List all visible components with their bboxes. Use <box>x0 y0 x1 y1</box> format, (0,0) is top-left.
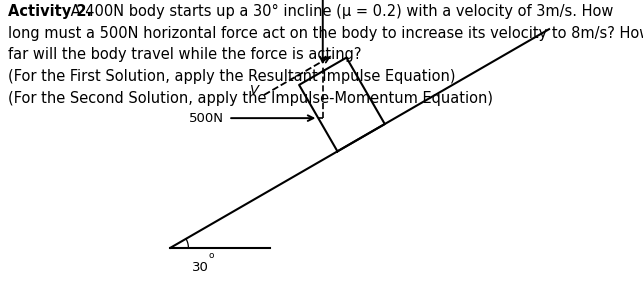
Text: o: o <box>208 251 214 260</box>
Text: 500N: 500N <box>189 112 224 125</box>
Text: Activity 2.: Activity 2. <box>8 4 93 19</box>
Text: (For the Second Solution, apply the Impulse-Momentum Equation): (For the Second Solution, apply the Impu… <box>8 91 493 106</box>
Text: (For the First Solution, apply the Resultant Impulse Equation): (For the First Solution, apply the Resul… <box>8 69 456 84</box>
Text: long must a 500N horizontal force act on the body to increase its velocity to 8m: long must a 500N horizontal force act on… <box>8 26 643 41</box>
Text: 30: 30 <box>192 261 209 274</box>
Text: A 400N body starts up a 30° incline (μ = 0.2) with a velocity of 3m/s. How: A 400N body starts up a 30° incline (μ =… <box>66 4 613 19</box>
Text: far will the body travel while the force is acting?: far will the body travel while the force… <box>8 47 362 63</box>
Text: V: V <box>250 84 259 97</box>
